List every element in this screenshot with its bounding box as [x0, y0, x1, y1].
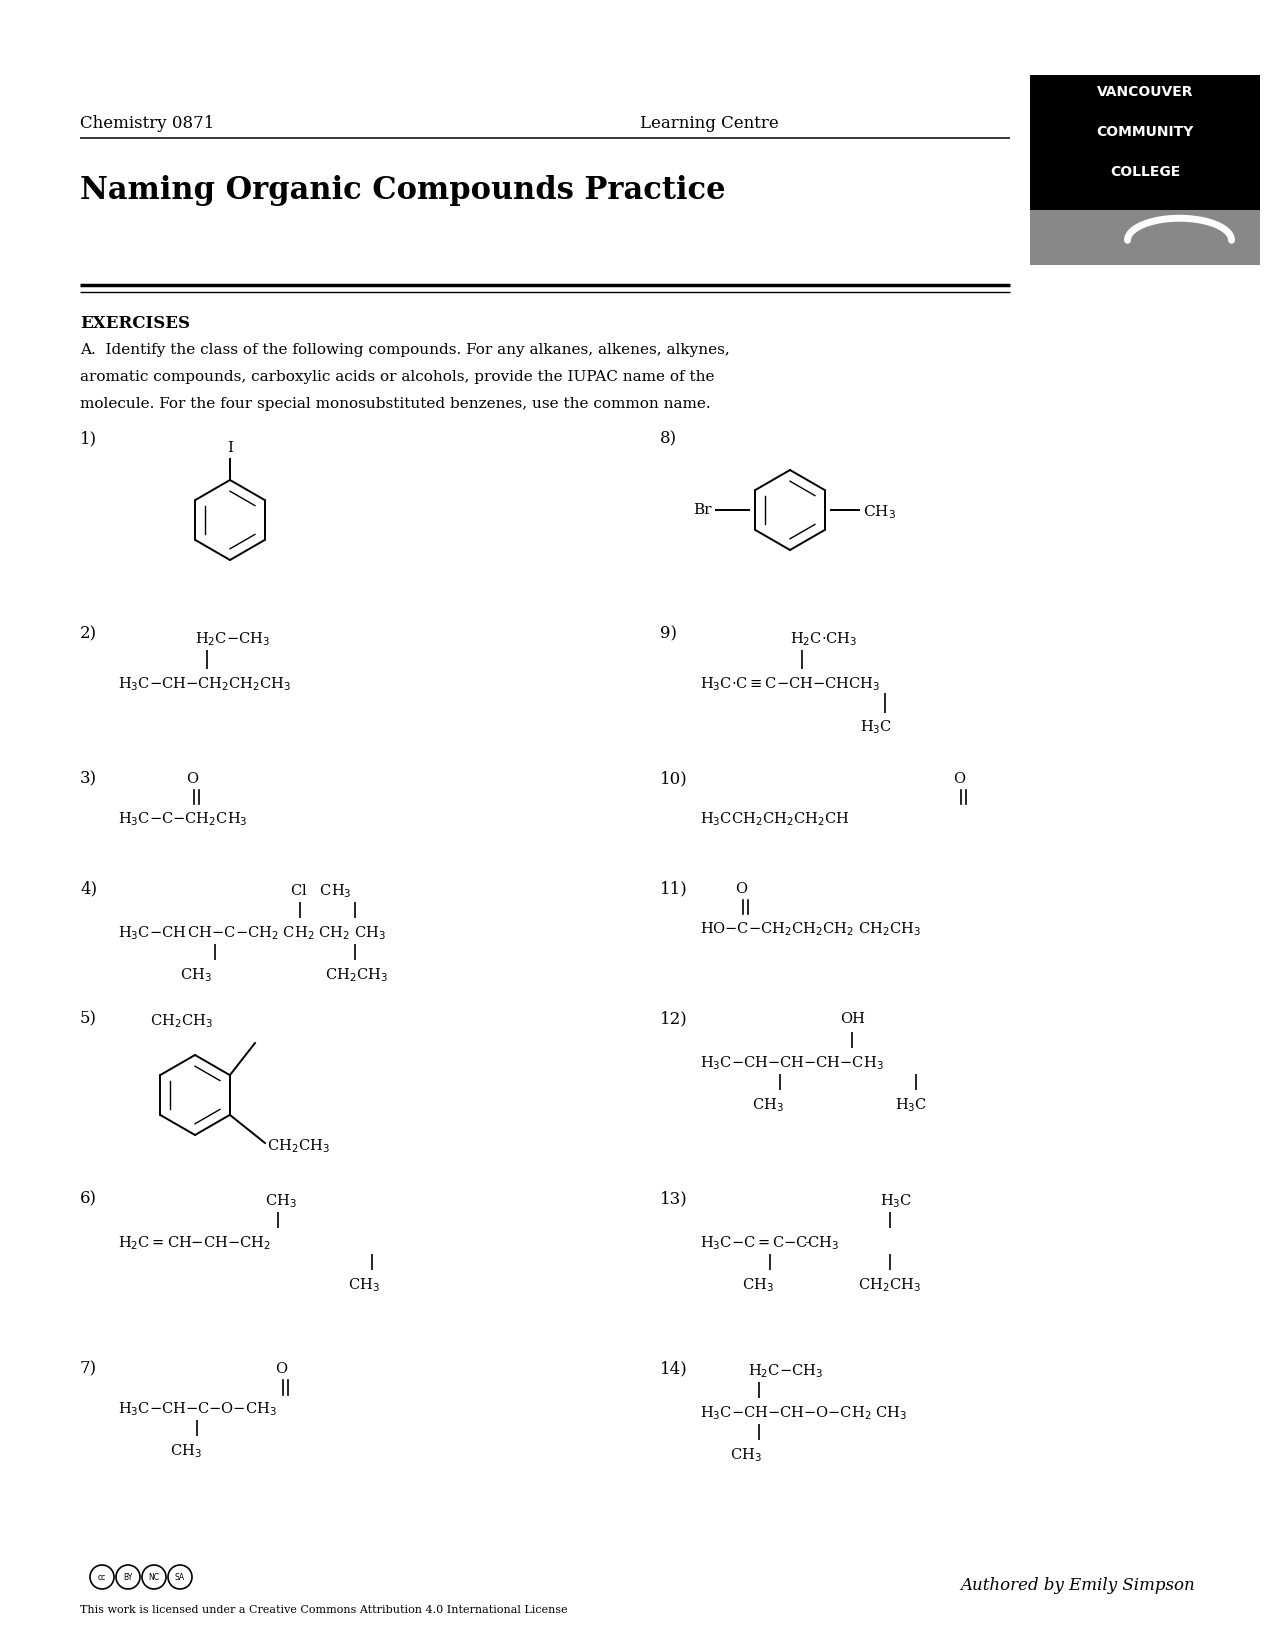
Text: EXERCISES: EXERCISES	[80, 315, 190, 332]
Text: H$_3$C$-$CH$-$CH$-$O$-$CH$_2$ CH$_3$: H$_3$C$-$CH$-$CH$-$O$-$CH$_2$ CH$_3$	[700, 1404, 908, 1422]
Text: 11): 11)	[660, 879, 687, 898]
Text: VANCOUVER: VANCOUVER	[1096, 86, 1193, 99]
Text: H$_2$C$-$CH$_3$: H$_2$C$-$CH$_3$	[195, 630, 270, 648]
Text: 5): 5)	[80, 1010, 97, 1026]
Text: This work is licensed under a Creative Commons Attribution 4.0 International Lic: This work is licensed under a Creative C…	[80, 1605, 567, 1615]
Text: A.  Identify the class of the following compounds. For any alkanes, alkenes, alk: A. Identify the class of the following c…	[80, 343, 729, 356]
Bar	[1030, 74, 1260, 210]
Text: 7): 7)	[80, 1360, 97, 1378]
Text: 3): 3)	[80, 771, 97, 787]
Text: 2): 2)	[80, 625, 97, 642]
Text: H$_3$C$-$CH$\,$CH$-$C$-$CH$_2$ CH$_2$ CH$_2$ CH$_3$: H$_3$C$-$CH$\,$CH$-$C$-$CH$_2$ CH$_2$ CH…	[119, 924, 386, 942]
Text: CH$_3$: CH$_3$	[170, 1442, 201, 1460]
Text: COMMUNITY: COMMUNITY	[1096, 125, 1193, 139]
Text: CH$_3$: CH$_3$	[742, 1275, 774, 1294]
Text: CH$_3$: CH$_3$	[863, 503, 896, 521]
Text: 6): 6)	[80, 1190, 97, 1208]
Text: Chemistry 0871: Chemistry 0871	[80, 116, 214, 132]
Text: SA: SA	[175, 1574, 185, 1582]
Text: 12): 12)	[660, 1010, 687, 1026]
Text: Learning Centre: Learning Centre	[640, 116, 779, 132]
Text: H$_3$CCH$_2$CH$_2$CH$_2$CH: H$_3$CCH$_2$CH$_2$CH$_2$CH	[700, 810, 849, 828]
Text: H$_3$C$-$C$=$C$-$C$\!$-$\!$CH$_3$: H$_3$C$-$C$=$C$-$C$\!$-$\!$CH$_3$	[700, 1234, 839, 1252]
Text: H$_3$C$-$C$-$CH$_2$CH$_3$: H$_3$C$-$C$-$CH$_2$CH$_3$	[119, 810, 247, 828]
Text: H$_2$C$\cdot$CH$_3$: H$_2$C$\cdot$CH$_3$	[790, 630, 858, 648]
Text: CH$_2$CH$_3$: CH$_2$CH$_3$	[858, 1275, 921, 1294]
Text: CH$_2$CH$_3$: CH$_2$CH$_3$	[150, 1011, 213, 1030]
Text: HO$-$C$-$CH$_2$CH$_2$CH$_2$ CH$_2$CH$_3$: HO$-$C$-$CH$_2$CH$_2$CH$_2$ CH$_2$CH$_3$	[700, 921, 921, 937]
Bar	[1030, 210, 1260, 266]
Text: 9): 9)	[660, 625, 677, 642]
Text: O: O	[734, 883, 747, 896]
Text: H$_3$C$-$CH$-$CH$_2$CH$_2$CH$_3$: H$_3$C$-$CH$-$CH$_2$CH$_2$CH$_3$	[119, 675, 292, 693]
Text: 13): 13)	[660, 1190, 687, 1208]
Text: H$_3$C$-$CH$-$C$-$O$-$CH$_3$: H$_3$C$-$CH$-$C$-$O$-$CH$_3$	[119, 1399, 277, 1417]
Text: H$_3$C: H$_3$C	[895, 1096, 927, 1114]
Text: 1): 1)	[80, 431, 97, 447]
Text: CH$_3$: CH$_3$	[752, 1096, 784, 1114]
Text: CH$_3$: CH$_3$	[731, 1445, 761, 1464]
Text: Cl   CH$_3$: Cl CH$_3$	[289, 883, 352, 899]
Text: Naming Organic Compounds Practice: Naming Organic Compounds Practice	[80, 175, 725, 206]
Text: O: O	[186, 772, 198, 785]
Text: 14): 14)	[660, 1360, 687, 1378]
Text: Authored by Emily Simpson: Authored by Emily Simpson	[960, 1576, 1195, 1594]
Text: NC: NC	[148, 1574, 159, 1582]
Text: aromatic compounds, carboxylic acids or alcohols, provide the IUPAC name of the: aromatic compounds, carboxylic acids or …	[80, 370, 714, 384]
Text: COLLEGE: COLLEGE	[1109, 165, 1181, 178]
Text: 10): 10)	[660, 771, 687, 787]
Text: CH$_3$: CH$_3$	[348, 1275, 380, 1294]
Text: CH$_3$: CH$_3$	[180, 965, 212, 983]
Text: CH$_2$CH$_3$: CH$_2$CH$_3$	[325, 965, 388, 983]
Text: H$_2$C$-$CH$_3$: H$_2$C$-$CH$_3$	[748, 1361, 824, 1379]
Text: H$_3$C: H$_3$C	[861, 718, 892, 736]
Text: cc: cc	[98, 1574, 106, 1582]
Text: CH$_3$: CH$_3$	[265, 1191, 297, 1209]
Text: H$_2$C$=$CH$-$CH$-$CH$_2$: H$_2$C$=$CH$-$CH$-$CH$_2$	[119, 1234, 270, 1252]
Text: molecule. For the four special monosubstituted benzenes, use the common name.: molecule. For the four special monosubst…	[80, 398, 710, 411]
Text: H$_3$C$-$CH$-$CH$-$CH$-$CH$_3$: H$_3$C$-$CH$-$CH$-$CH$-$CH$_3$	[700, 1054, 884, 1072]
Text: Br: Br	[694, 503, 711, 516]
Text: H$_3$C: H$_3$C	[880, 1191, 912, 1209]
Text: 8): 8)	[660, 431, 677, 447]
Text: O: O	[952, 772, 965, 785]
Text: CH$_2$CH$_3$: CH$_2$CH$_3$	[266, 1137, 330, 1155]
Text: H$_3$C$\cdot$C$\equiv$C$-$CH$-$CHCH$_3$: H$_3$C$\cdot$C$\equiv$C$-$CH$-$CHCH$_3$	[700, 675, 880, 693]
Text: BY: BY	[124, 1574, 133, 1582]
Text: O: O	[275, 1361, 287, 1376]
Text: 4): 4)	[80, 879, 97, 898]
Text: I: I	[227, 441, 233, 455]
Text: OH: OH	[840, 1011, 864, 1026]
